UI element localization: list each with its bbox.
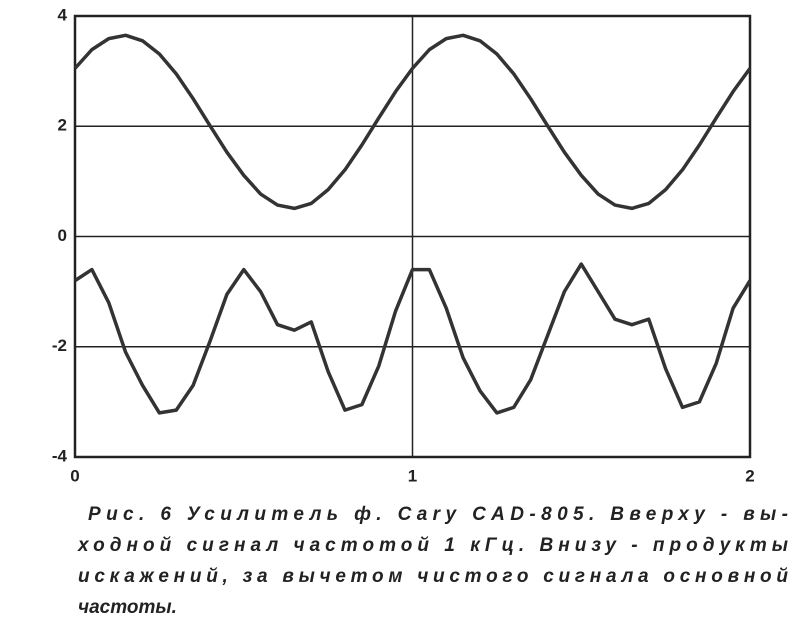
y-tick-label: 2	[58, 116, 67, 135]
x-tick-label: 1	[408, 466, 417, 485]
caption-line: искажений, за вычетом чистого сигнала ос…	[78, 566, 788, 587]
caption-line: Рис. 6 Усилитель ф. Cary CAD-805. Вверху…	[88, 504, 788, 525]
x-tick-label: 0	[70, 466, 79, 485]
y-tick-label: 4	[58, 5, 68, 24]
caption-line: ходной сигнал частотой 1 кГц. Внизу - пр…	[77, 535, 788, 556]
y-tick-label: -2	[52, 336, 67, 355]
y-tick-label: 0	[58, 226, 67, 245]
data-line	[73, 33, 752, 211]
x-tick-label: 2	[745, 466, 754, 485]
data-line	[74, 262, 752, 415]
caption-line: частоты.	[78, 597, 177, 618]
y-tick-label: -4	[52, 446, 68, 465]
